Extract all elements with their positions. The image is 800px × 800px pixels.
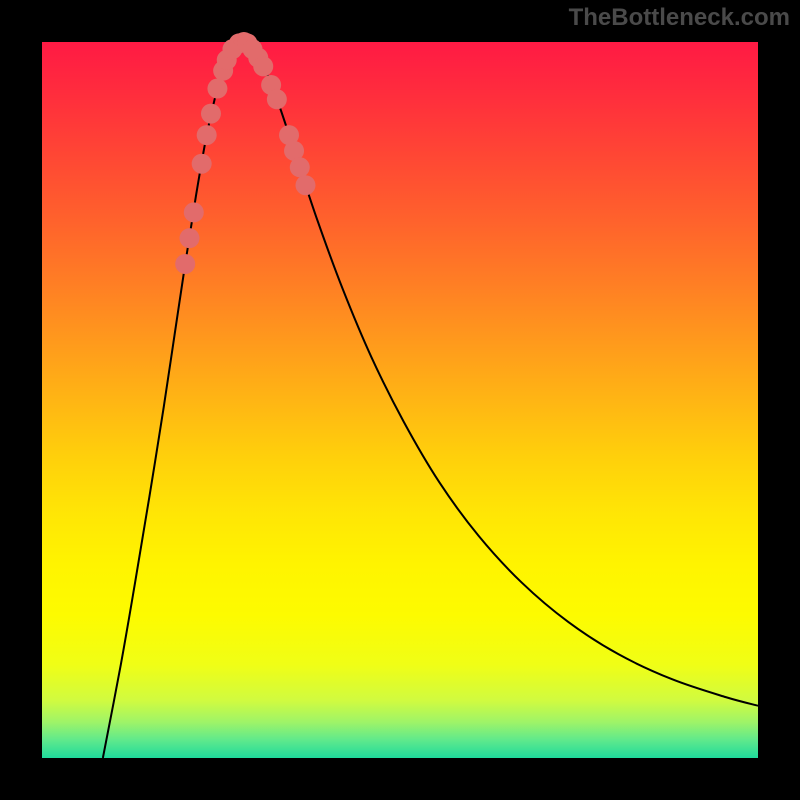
chart-svg-wrap	[0, 0, 800, 800]
marker-point	[197, 125, 217, 145]
marker-point	[290, 157, 310, 177]
plot-background	[42, 42, 758, 758]
marker-point	[267, 89, 287, 109]
marker-point	[175, 254, 195, 274]
chart-container: TheBottleneck.com	[0, 0, 800, 800]
marker-point	[253, 56, 273, 76]
marker-point	[184, 202, 204, 222]
marker-point	[295, 175, 315, 195]
marker-point	[179, 228, 199, 248]
chart-svg	[0, 0, 800, 800]
watermark-text: TheBottleneck.com	[569, 4, 790, 32]
marker-point	[192, 154, 212, 174]
marker-point	[207, 79, 227, 99]
marker-point	[201, 104, 221, 124]
